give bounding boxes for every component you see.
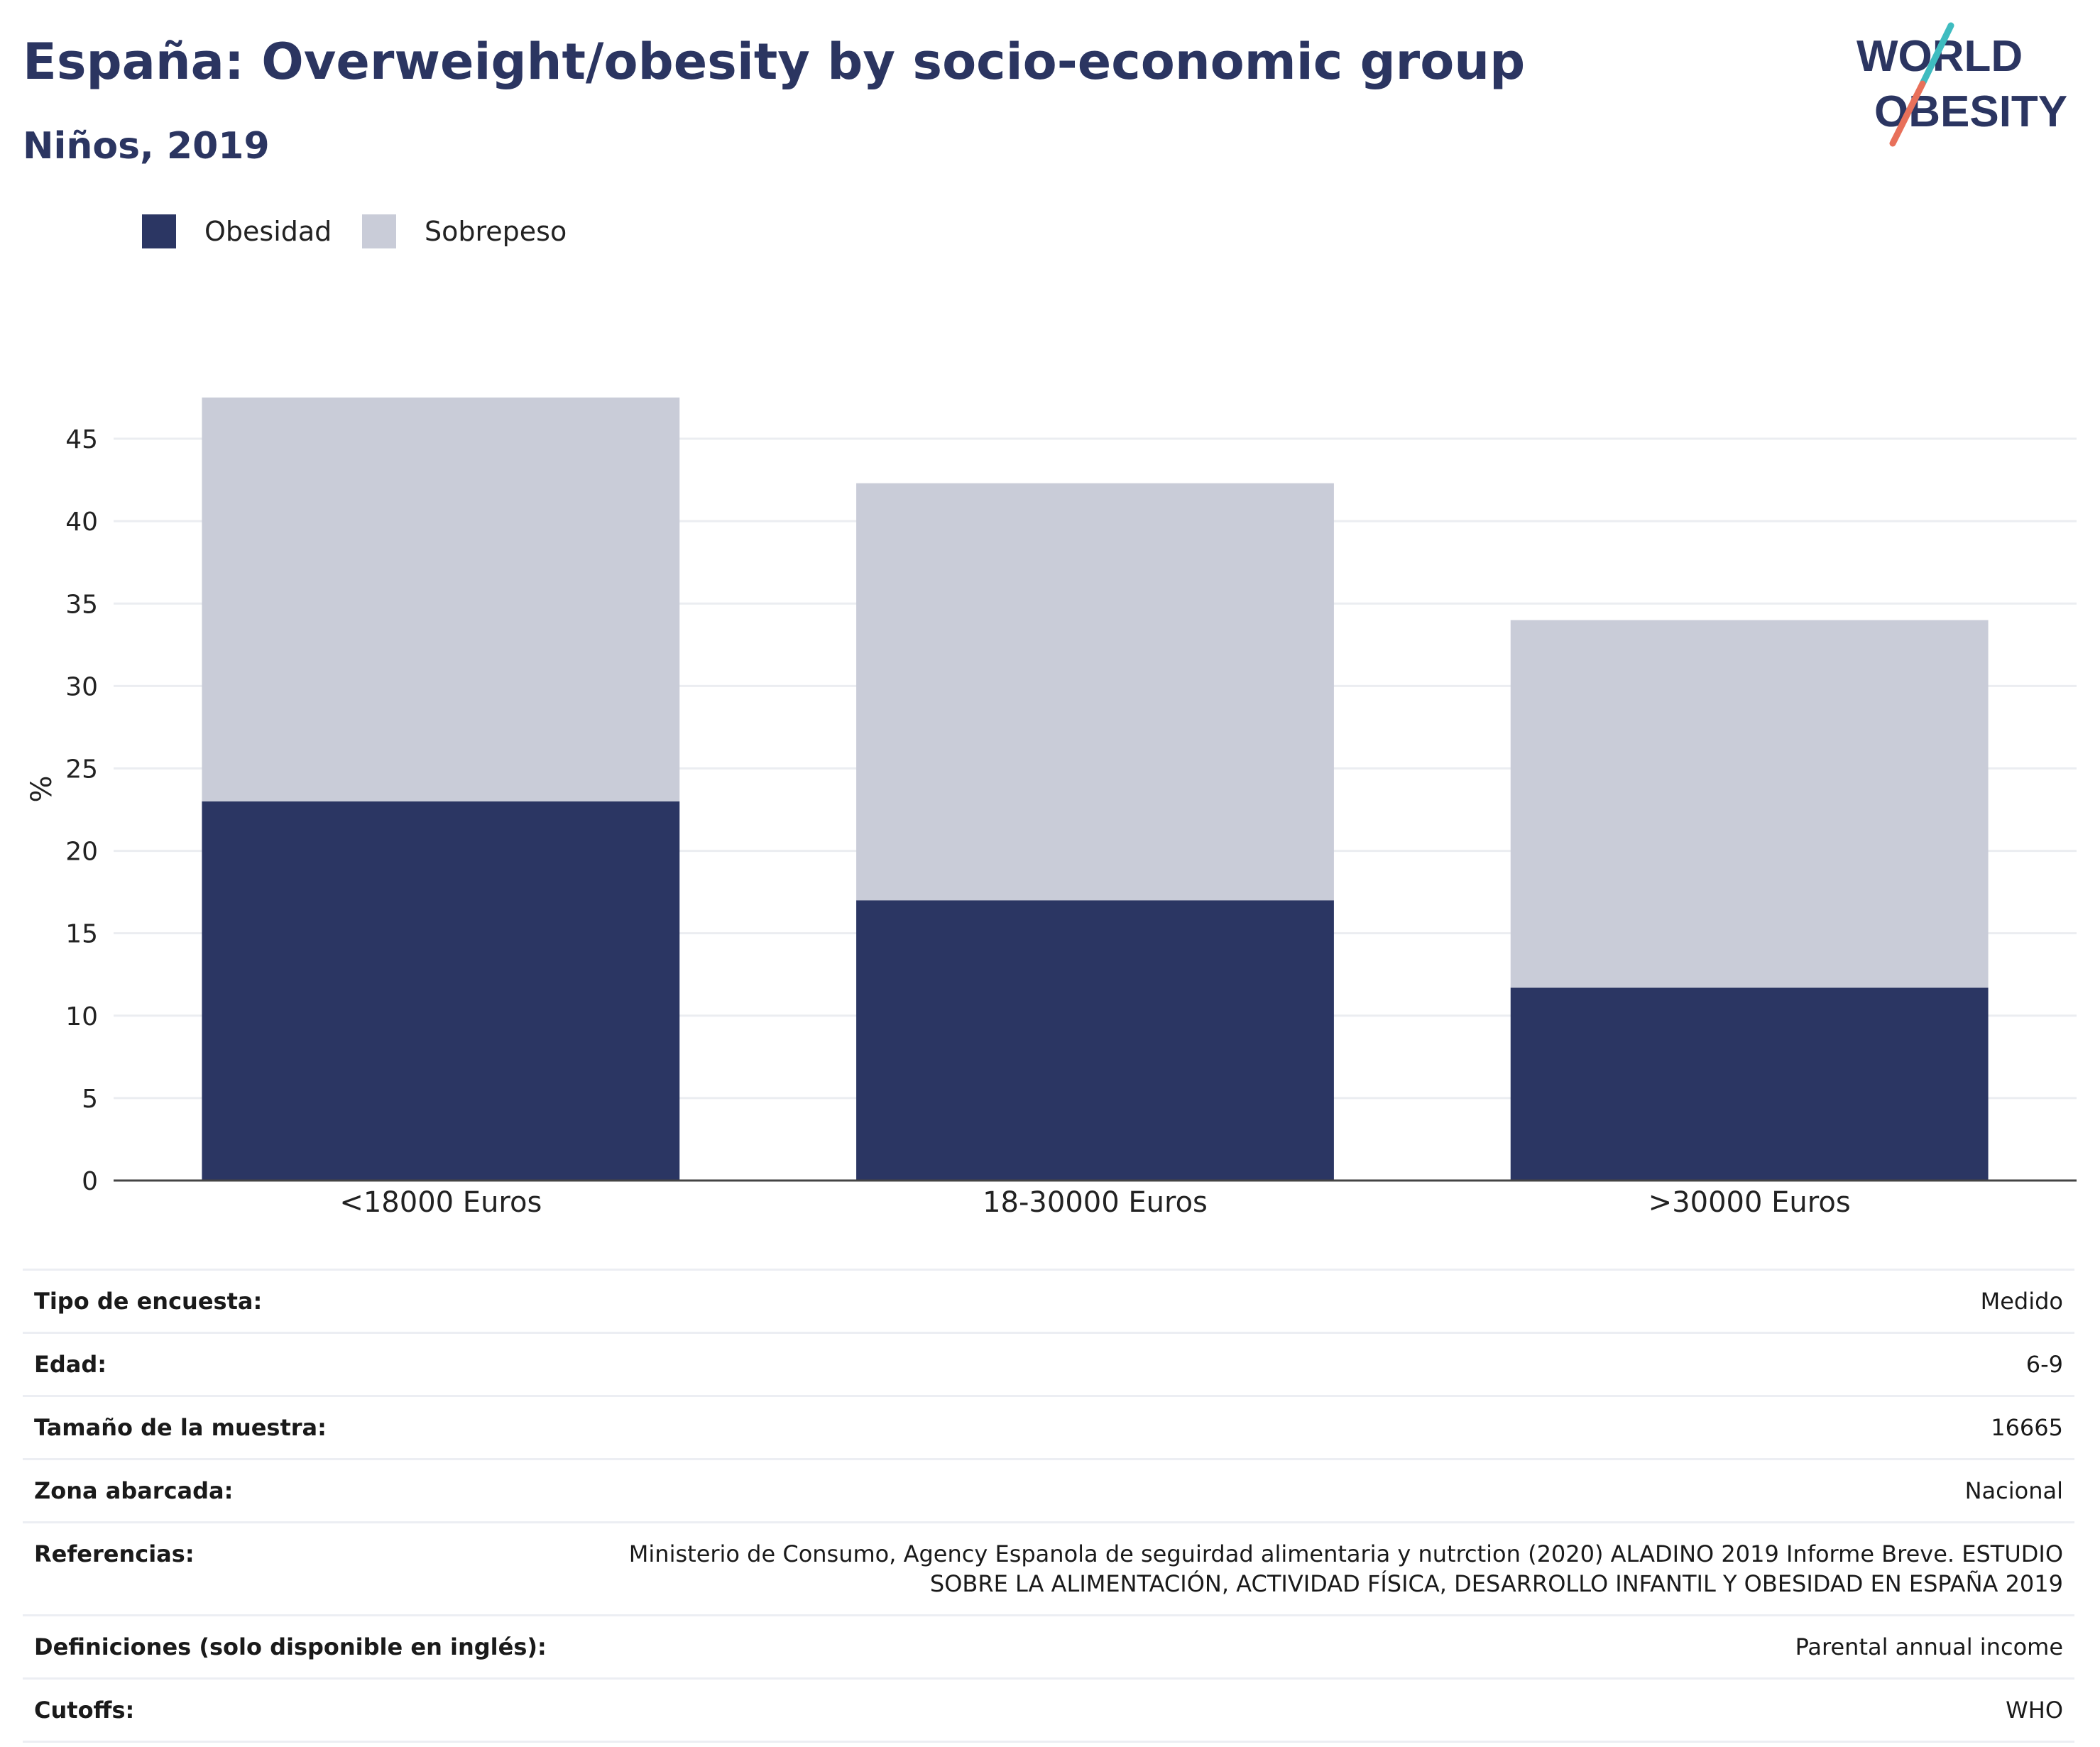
chart-title: España: Overweight/obesity by socio-econ… xyxy=(23,33,1526,91)
info-row: Cutoffs: WHO xyxy=(23,1677,2074,1743)
info-value: WHO xyxy=(585,1677,2074,1743)
bar-sobrepeso-1 xyxy=(202,398,680,801)
svg-text:WORLD: WORLD xyxy=(1856,32,2023,81)
info-label: Referencias: xyxy=(23,1521,585,1616)
info-value: Ministerio de Consumo, Agency Espanola d… xyxy=(585,1521,2074,1616)
x-tick-label: >30000 Euros xyxy=(1648,1186,1851,1219)
info-value: Nacional xyxy=(585,1458,2074,1523)
bar-obesidad-1 xyxy=(202,801,680,1181)
info-row: Edad: 6-9 xyxy=(23,1332,2074,1396)
legend-item-sobrepeso: Sobrepeso xyxy=(362,212,567,251)
y-tick-label: 25 xyxy=(65,755,98,784)
info-label: Edad: xyxy=(23,1332,585,1396)
y-tick-label: 5 xyxy=(82,1085,98,1114)
info-label: Cutoffs: xyxy=(23,1677,585,1743)
legend-label: Sobrepeso xyxy=(425,216,567,247)
info-value: Parental annual income xyxy=(585,1614,2074,1679)
info-label: Tipo de encuesta: xyxy=(23,1269,585,1333)
legend-label: Obesidad xyxy=(204,216,332,247)
info-value: Medido xyxy=(585,1269,2074,1333)
legend-swatch-sobrepeso xyxy=(362,214,396,248)
info-value: 6-9 xyxy=(585,1332,2074,1396)
bar-sobrepeso-3 xyxy=(1510,620,1989,988)
info-label: Definiciones (solo disponible en inglés)… xyxy=(23,1614,585,1679)
y-tick-label: 30 xyxy=(65,672,98,701)
x-tick-label: 18-30000 Euros xyxy=(983,1186,1208,1219)
world-obesity-logo: WORLD OBESITY xyxy=(1856,22,2067,147)
legend-item-obesidad: Obesidad xyxy=(142,212,332,251)
info-value: 16665 xyxy=(585,1395,2074,1460)
info-row: Referencias: Ministerio de Consumo, Agenc… xyxy=(23,1521,2074,1616)
bar-sobrepeso-2 xyxy=(856,483,1334,901)
info-label: Tamaño de la muestra: xyxy=(23,1395,585,1460)
info-row: Tipo de encuesta: Medido xyxy=(23,1269,2074,1333)
bar-obesidad-3 xyxy=(1510,987,1989,1181)
y-tick-label: 15 xyxy=(65,920,98,949)
bar-obesidad-2 xyxy=(856,900,1334,1181)
info-row: Tamaño de la muestra: 16665 xyxy=(23,1395,2074,1460)
y-tick-label: 20 xyxy=(65,838,98,867)
y-tick-label: 10 xyxy=(65,1002,98,1031)
y-tick-label: 0 xyxy=(82,1167,98,1196)
legend-swatch-obesidad xyxy=(142,214,176,248)
info-row: Zona abarcada: Nacional xyxy=(23,1458,2074,1523)
chart-subtitle: Niños, 2019 xyxy=(23,125,270,168)
info-table: Tipo de encuesta: Medido Edad: 6-9 Tamaño de… xyxy=(23,1269,2074,1743)
y-tick-label: 40 xyxy=(65,508,98,537)
y-axis-title: % xyxy=(26,775,58,802)
stacked-bar-chart: 0 5 10 15 20 25 30 35 40 45% <18000 Euros 18-30000 … xyxy=(26,398,2077,1219)
y-tick-label: 45 xyxy=(65,425,98,454)
info-row: Definiciones (solo disponible en inglés)… xyxy=(23,1614,2074,1679)
x-tick-label: <18000 Euros xyxy=(339,1186,542,1219)
info-label: Zona abarcada: xyxy=(23,1458,585,1523)
y-tick-label: 35 xyxy=(65,590,98,619)
